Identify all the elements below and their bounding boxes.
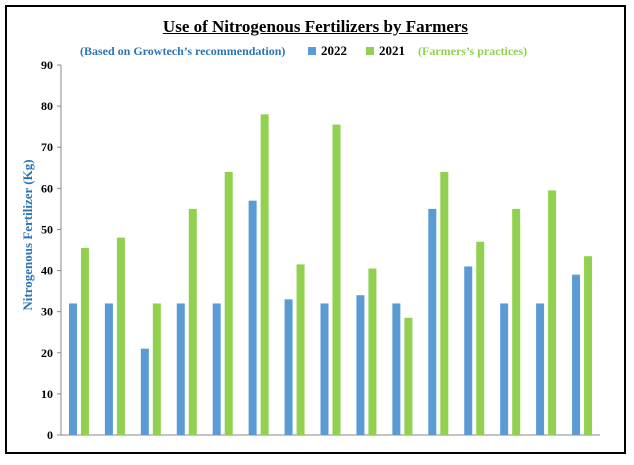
y-tick-label: 50 <box>41 222 53 236</box>
bar-2022-4 <box>176 303 185 435</box>
legend-item-2021: 2021 <box>366 43 405 59</box>
bar-2022-10 <box>392 303 401 435</box>
bar-2022-2 <box>104 303 113 435</box>
bar-2021-5 <box>224 171 233 435</box>
legend-label-2022: 2022 <box>321 43 347 58</box>
y-tick-label: 90 <box>41 58 53 72</box>
bar-2021-7 <box>296 264 305 435</box>
chart-title: Use of Nitrogenous Fertilizers by Farmer… <box>162 17 469 36</box>
bar-2021-3 <box>152 303 161 435</box>
y-tick-label: 40 <box>41 264 53 278</box>
legend-swatch-2022 <box>308 47 316 55</box>
bar-2021-13 <box>512 208 521 435</box>
right-note: (Farmers’s practices) <box>418 44 528 58</box>
y-tick-label: 10 <box>41 387 53 401</box>
y-tick-label: 30 <box>41 305 53 319</box>
legend-label-2021: 2021 <box>379 43 405 58</box>
y-tick-label: 0 <box>47 428 53 442</box>
y-tick-label: 80 <box>41 99 53 113</box>
y-tick-label: 70 <box>41 140 53 154</box>
bar-2021-2 <box>116 237 125 435</box>
legend-swatch-2021 <box>366 47 374 55</box>
bar-2022-5 <box>212 303 221 435</box>
bar-2022-7 <box>284 299 293 435</box>
bar-2022-15 <box>572 274 581 435</box>
bar-2022-6 <box>248 200 257 435</box>
bar-2021-4 <box>188 208 197 435</box>
bar-2022-3 <box>140 348 149 435</box>
bar-2021-15 <box>584 256 593 435</box>
bar-2022-13 <box>500 303 509 435</box>
bar-2022-11 <box>428 208 437 435</box>
y-tick-label: 20 <box>41 346 53 360</box>
bar-2021-6 <box>260 114 269 435</box>
bar-2022-12 <box>464 266 473 435</box>
bar-2021-11 <box>440 171 449 435</box>
left-note: (Based on Growtech’s recommendation) <box>80 44 286 58</box>
bar-2022-14 <box>536 303 545 435</box>
bar-2022-1 <box>68 303 77 435</box>
bar-2021-1 <box>80 247 89 435</box>
bar-2021-12 <box>476 241 485 435</box>
bar-2021-8 <box>332 124 341 435</box>
bar-2022-9 <box>356 295 365 435</box>
bar-2022-8 <box>320 303 329 435</box>
bar-2021-14 <box>548 190 557 435</box>
legend-item-2022: 2022 <box>308 43 347 59</box>
bar-2021-10 <box>404 317 413 435</box>
bar-2021-9 <box>368 268 377 435</box>
y-tick-label: 60 <box>41 181 53 195</box>
